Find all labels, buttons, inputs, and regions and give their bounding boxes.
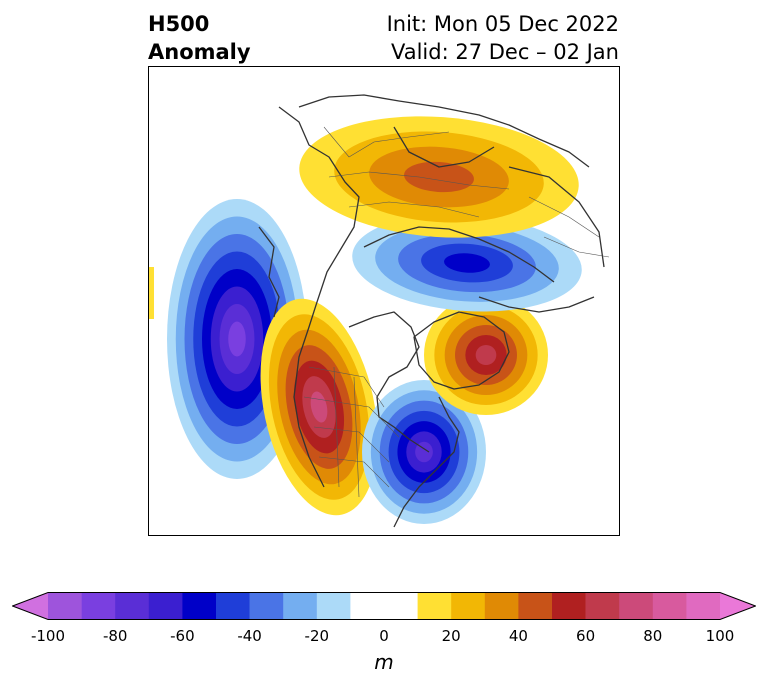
colorbar-outline <box>12 592 756 620</box>
anomaly-contour <box>404 161 474 193</box>
coastlines <box>258 94 605 528</box>
anomaly-contour <box>475 345 497 365</box>
borders <box>303 126 610 498</box>
anomaly-edge-fragment <box>149 267 154 319</box>
colorbar-cell <box>552 592 586 620</box>
colorbar-cell <box>652 592 687 620</box>
colorbar-cell <box>350 592 418 620</box>
colorbar-cell <box>81 592 116 620</box>
colorbar-extend-low <box>12 592 48 620</box>
colorbar-cell <box>148 592 183 620</box>
title-line-2: Anomaly <box>148 40 251 64</box>
anomaly-contour <box>228 321 246 357</box>
anomaly-contour <box>444 253 490 273</box>
colorbar-unit: m <box>374 650 394 674</box>
anomaly-center-3 <box>424 295 548 415</box>
colorbar-tick-label: 60 <box>576 627 596 645</box>
run-info: Init: Mon 05 Dec 2022 Valid: 27 Dec – 02… <box>387 10 619 66</box>
colorbar-cell <box>518 592 553 620</box>
colorbar-tick-label: -80 <box>102 627 128 645</box>
colorbar-tick-label: 100 <box>705 627 735 645</box>
anomaly-contours <box>149 116 582 524</box>
init-time: Init: Mon 05 Dec 2022 <box>386 12 619 36</box>
map-panel <box>148 66 620 536</box>
anomaly-contour <box>415 441 433 463</box>
colorbar <box>12 592 756 620</box>
colorbar-cell <box>48 592 82 620</box>
valid-period: Valid: 27 Dec – 02 Jan <box>390 40 619 64</box>
colorbar-tick-label: -20 <box>304 627 330 645</box>
colorbar-cell <box>417 592 452 620</box>
colorbar-cell <box>619 592 654 620</box>
colorbar-cell <box>115 592 150 620</box>
colorbar-tick-label: -40 <box>237 627 262 645</box>
chart-title: H500 Anomaly <box>148 10 251 66</box>
colorbar-tick-label: -100 <box>30 627 66 645</box>
colorbar-tick-label: 20 <box>441 627 461 645</box>
title-line-1: H500 <box>148 12 210 36</box>
colorbar-cell <box>182 592 217 620</box>
colorbar-tick-label: -60 <box>170 627 195 645</box>
anomaly-center-2 <box>362 380 486 524</box>
anomaly-map <box>149 67 619 535</box>
anomaly-center-5 <box>299 116 579 238</box>
anomaly-contour <box>310 391 328 423</box>
colorbar-extend-high <box>720 592 756 620</box>
colorbar-cell <box>686 592 721 620</box>
colorbar-cell <box>585 592 620 620</box>
colorbar-cell <box>451 592 486 620</box>
colorbar-cell <box>484 592 519 620</box>
colorbar-cell <box>316 592 351 620</box>
colorbar-cell <box>283 592 318 620</box>
colorbar-cells <box>12 592 756 620</box>
colorbar-tick-label: 40 <box>508 627 528 645</box>
colorbar-cell <box>216 592 250 620</box>
colorbar-tick-label: 80 <box>643 627 663 645</box>
colorbar-tick-label: 0 <box>379 627 389 645</box>
colorbar-cell <box>249 592 284 620</box>
